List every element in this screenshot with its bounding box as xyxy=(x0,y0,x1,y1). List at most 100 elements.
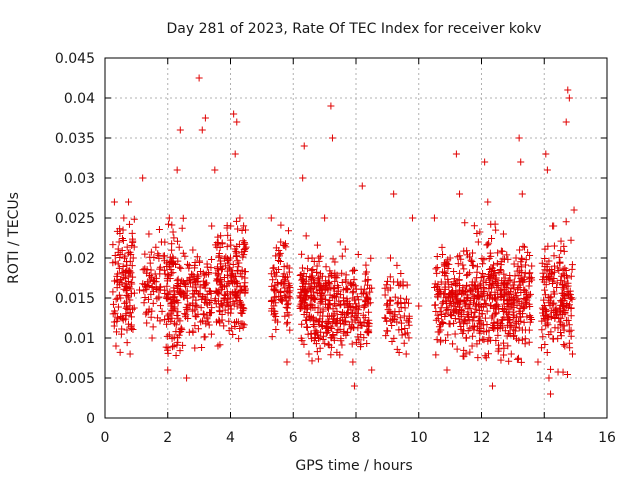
data-point xyxy=(156,263,164,271)
data-point xyxy=(499,305,507,313)
data-point xyxy=(180,280,188,288)
data-point xyxy=(141,293,149,301)
data-point xyxy=(236,214,244,222)
data-point xyxy=(155,226,163,234)
data-point xyxy=(545,374,553,382)
data-point xyxy=(507,285,515,293)
data-point xyxy=(476,329,484,337)
data-point xyxy=(142,310,150,318)
data-point xyxy=(526,312,534,320)
data-point xyxy=(499,323,507,331)
data-point xyxy=(538,326,546,334)
data-point xyxy=(438,299,446,307)
data-point xyxy=(468,257,476,265)
data-point xyxy=(205,270,213,278)
data-point xyxy=(494,341,502,349)
data-point xyxy=(541,286,549,294)
data-point xyxy=(459,288,467,296)
data-point xyxy=(344,309,352,317)
data-point xyxy=(460,320,468,328)
data-point xyxy=(285,292,293,300)
data-point xyxy=(509,332,517,340)
data-point xyxy=(565,94,573,102)
data-point xyxy=(567,332,575,340)
data-point xyxy=(347,279,355,287)
data-point xyxy=(489,325,497,333)
data-point xyxy=(300,340,308,348)
data-point xyxy=(432,316,440,324)
data-point xyxy=(275,265,283,273)
data-point xyxy=(437,304,445,312)
data-point xyxy=(302,232,310,240)
data-point xyxy=(283,358,291,366)
data-point xyxy=(520,286,528,294)
data-point xyxy=(521,286,529,294)
data-point xyxy=(281,284,289,292)
data-point xyxy=(120,254,128,262)
data-point xyxy=(191,344,199,352)
data-point xyxy=(563,299,571,307)
data-point xyxy=(469,261,477,269)
data-point xyxy=(487,252,495,260)
data-point xyxy=(109,300,117,308)
data-point xyxy=(283,320,291,328)
data-point xyxy=(195,257,203,265)
data-point xyxy=(326,301,334,309)
data-point xyxy=(110,198,118,206)
data-point xyxy=(116,281,124,289)
data-point xyxy=(441,285,449,293)
data-point xyxy=(514,262,522,270)
data-point xyxy=(560,340,568,348)
data-point xyxy=(325,326,333,334)
data-point xyxy=(479,303,487,311)
data-point xyxy=(241,268,249,276)
data-point xyxy=(521,269,529,277)
data-point xyxy=(312,327,320,335)
data-point xyxy=(270,286,278,294)
data-point xyxy=(307,274,315,282)
data-point xyxy=(444,265,452,273)
data-point xyxy=(176,289,184,297)
data-point xyxy=(198,126,206,134)
data-point xyxy=(301,287,309,295)
data-point xyxy=(342,317,350,325)
data-point xyxy=(568,350,576,358)
data-point xyxy=(307,313,315,321)
data-point xyxy=(557,237,565,245)
data-point xyxy=(123,243,131,251)
data-point xyxy=(341,314,349,322)
data-point xyxy=(557,332,565,340)
data-point xyxy=(357,340,365,348)
data-point xyxy=(157,238,165,246)
data-point xyxy=(183,287,191,295)
data-point xyxy=(513,292,521,300)
data-point xyxy=(282,243,290,251)
data-point xyxy=(540,312,548,320)
data-point xyxy=(403,281,411,289)
data-point xyxy=(541,245,549,253)
data-point xyxy=(559,302,567,310)
data-point xyxy=(493,279,501,287)
data-point xyxy=(488,382,496,390)
data-point xyxy=(325,341,333,349)
data-point xyxy=(354,333,362,341)
data-point xyxy=(543,166,551,174)
data-point xyxy=(237,286,245,294)
data-point xyxy=(296,271,304,279)
data-point xyxy=(548,280,556,288)
data-point xyxy=(466,304,474,312)
data-point xyxy=(147,313,155,321)
data-point xyxy=(145,295,153,303)
data-point xyxy=(168,335,176,343)
data-point xyxy=(461,317,469,325)
data-point xyxy=(216,257,224,265)
data-point xyxy=(284,287,292,295)
data-point xyxy=(329,255,337,263)
data-point xyxy=(316,334,324,342)
data-point xyxy=(337,320,345,328)
data-point xyxy=(358,182,366,190)
y-axis-label: ROTI / TECUs xyxy=(6,192,22,284)
data-point xyxy=(299,174,307,182)
data-point xyxy=(343,295,351,303)
data-point xyxy=(310,288,318,296)
